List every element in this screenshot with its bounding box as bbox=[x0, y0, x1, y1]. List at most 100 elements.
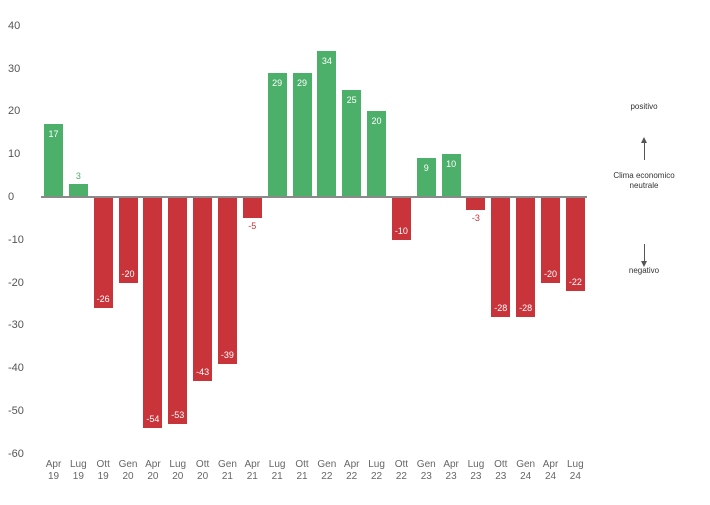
x-tick-month: Apr bbox=[542, 459, 559, 470]
bar bbox=[516, 197, 536, 317]
x-tick-label: Lug 23 bbox=[461, 459, 491, 483]
x-tick-label: Apr 21 bbox=[237, 459, 267, 483]
bar bbox=[491, 197, 511, 317]
x-tick-year: 19 bbox=[72, 471, 84, 482]
x-tick-label: Ott 22 bbox=[386, 459, 416, 483]
x-tick-year: 19 bbox=[47, 471, 60, 482]
bar bbox=[441, 154, 461, 197]
zero-baseline bbox=[41, 196, 587, 198]
bar bbox=[292, 72, 312, 197]
x-tick-month: Apr bbox=[343, 459, 360, 470]
bar bbox=[68, 184, 88, 197]
arrow-down-icon bbox=[644, 244, 645, 264]
bar-value-label: -54 bbox=[146, 414, 160, 425]
x-tick-label: Lug 24 bbox=[560, 459, 590, 483]
x-tick-label: Lug 21 bbox=[262, 459, 292, 483]
y-tick-label: 20 bbox=[8, 105, 21, 118]
y-tick-label: -10 bbox=[8, 233, 24, 246]
x-tick-month: Lug bbox=[268, 459, 286, 470]
x-tick-year: 23 bbox=[470, 471, 482, 482]
y-tick-label: 40 bbox=[8, 19, 21, 32]
bar-value-label: 20 bbox=[371, 116, 382, 127]
y-tick-label: -20 bbox=[8, 276, 24, 289]
x-tick-year: 23 bbox=[495, 471, 507, 482]
bar-value-label: 25 bbox=[346, 95, 357, 105]
bar-value-label: -53 bbox=[171, 409, 185, 420]
bar bbox=[143, 197, 163, 429]
bar bbox=[44, 124, 63, 197]
x-tick-year: 19 bbox=[97, 471, 109, 482]
x-tick-month: Ott bbox=[96, 459, 110, 470]
annotation-neutral-line1: Clima economico bbox=[613, 171, 675, 180]
x-tick-label: Ott 20 bbox=[188, 459, 218, 483]
x-tick-label: Apr 20 bbox=[138, 459, 168, 483]
bar-value-label: -39 bbox=[220, 349, 234, 360]
x-tick-month: Apr bbox=[145, 459, 161, 470]
annotation-negative: negativo bbox=[628, 266, 660, 275]
bar-value-label: -26 bbox=[96, 294, 110, 305]
x-tick-year: 24 bbox=[569, 471, 581, 482]
x-tick-year: 20 bbox=[197, 471, 209, 482]
bar-value-label: -20 bbox=[543, 268, 557, 279]
bar bbox=[118, 197, 138, 283]
bar bbox=[367, 111, 387, 197]
bar-value-label: -28 bbox=[519, 302, 533, 313]
arrow-up-head-icon bbox=[641, 137, 647, 143]
x-tick-month: Gen bbox=[416, 459, 436, 470]
y-tick-label: 30 bbox=[8, 62, 21, 75]
x-tick-year: 20 bbox=[172, 471, 184, 482]
bar-value-label: -20 bbox=[121, 268, 135, 279]
x-tick-month: Ott bbox=[295, 459, 309, 470]
bar-value-label: -22 bbox=[568, 277, 582, 288]
x-tick-month: Ott bbox=[195, 459, 210, 470]
x-tick-label: Apr 23 bbox=[436, 459, 466, 483]
x-tick-label: Gen 22 bbox=[312, 459, 342, 483]
x-tick-year: 23 bbox=[445, 471, 457, 482]
y-tick-label: -60 bbox=[8, 447, 24, 460]
x-tick-year: 22 bbox=[395, 471, 407, 482]
x-tick-month: Lug bbox=[467, 459, 485, 470]
x-tick-label: Gen 21 bbox=[212, 459, 242, 483]
x-tick-month: Lug bbox=[567, 459, 584, 470]
annotation-neutral-line2: neutrale bbox=[629, 181, 659, 190]
bar bbox=[317, 51, 337, 197]
x-tick-label: Gen 24 bbox=[511, 459, 541, 483]
x-tick-year: 21 bbox=[296, 471, 308, 482]
bar bbox=[93, 197, 113, 309]
x-tick-label: Apr 19 bbox=[39, 459, 69, 483]
x-tick-year: 21 bbox=[271, 471, 283, 482]
bar bbox=[565, 197, 585, 292]
y-tick-label: 10 bbox=[8, 148, 21, 161]
bar bbox=[193, 197, 213, 382]
x-tick-label: Lug 19 bbox=[63, 459, 93, 483]
x-tick-year: 24 bbox=[544, 471, 557, 482]
bar bbox=[267, 72, 287, 197]
bar-value-label: 29 bbox=[272, 77, 283, 88]
y-tick-label: -50 bbox=[8, 405, 24, 417]
y-tick-label: 0 bbox=[8, 191, 15, 203]
x-tick-label: Apr 22 bbox=[337, 459, 367, 483]
x-tick-year: 24 bbox=[520, 471, 532, 482]
x-tick-month: Gen bbox=[317, 459, 337, 470]
x-tick-label: Ott 23 bbox=[486, 459, 516, 483]
bar bbox=[466, 197, 486, 210]
arrow-down-head-icon bbox=[641, 261, 647, 267]
bar bbox=[391, 197, 411, 240]
x-tick-month: Apr bbox=[45, 459, 62, 470]
x-tick-year: 21 bbox=[221, 471, 233, 482]
bar-value-label: -3 bbox=[471, 212, 480, 223]
bar bbox=[541, 197, 560, 283]
bar-value-label: -43 bbox=[196, 367, 210, 378]
x-tick-month: Ott bbox=[394, 459, 409, 470]
y-tick-label: -40 bbox=[8, 362, 24, 375]
x-tick-year: 22 bbox=[370, 471, 383, 482]
x-tick-year: 22 bbox=[346, 471, 358, 482]
x-tick-label: Lug 20 bbox=[163, 459, 193, 483]
x-tick-month: Apr bbox=[244, 459, 261, 470]
x-tick-month: Apr bbox=[443, 459, 459, 470]
bar bbox=[416, 158, 436, 197]
x-tick-label: Gen 23 bbox=[411, 459, 441, 483]
x-tick-month: Lug bbox=[70, 459, 87, 470]
x-tick-label: Ott 21 bbox=[287, 459, 317, 483]
